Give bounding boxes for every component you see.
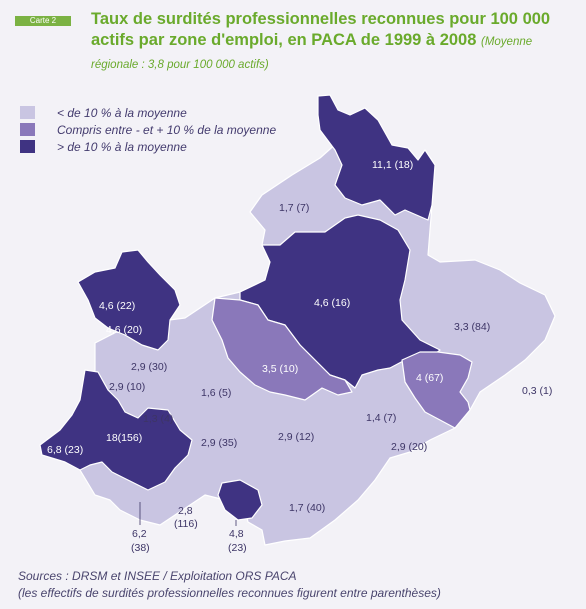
- zone-label-6-2: 6,2: [132, 528, 147, 540]
- zone-label-1-7-7: 1,7 (7): [279, 202, 309, 214]
- zone-label-2-9-30: 2,9 (30): [131, 361, 167, 373]
- zone-label-1-7-40: 1,7 (40): [289, 502, 325, 514]
- source-line-2: (les effectifs de surdités professionnel…: [18, 586, 441, 600]
- zone-dark-northwest: [77, 249, 181, 351]
- legend-swatch-high: [20, 140, 35, 153]
- legend-item-mid: Compris entre - et + 10 % de la moyenne: [20, 121, 276, 138]
- title-subtitle: (Moyenne régionale : 3,8 pour 100 000 ac…: [91, 36, 533, 71]
- zone-label-0-3: 0,3 (1): [522, 385, 552, 397]
- zone-label-4-6-22: 4,6 (22): [99, 300, 135, 312]
- zone-label-2-8: 2,8: [178, 505, 193, 517]
- zone-dark-south: [217, 479, 263, 521]
- zone-medium-west: [211, 297, 353, 401]
- map-title: Taux de surdités professionnelles reconn…: [91, 9, 561, 76]
- legend-label-mid: Compris entre - et + 10 % de la moyenne: [57, 122, 277, 137]
- zone-label-1-3: 1,3 (4): [143, 413, 173, 425]
- legend-label-low: < de 10 % à la moyenne: [57, 105, 187, 120]
- zone-label-23: (23): [228, 542, 247, 554]
- zone-label-2-9-35: 2,9 (35): [201, 437, 237, 449]
- zone-label-3-3: 3,3 (84): [454, 321, 490, 333]
- legend-label-high: > de 10 % à la moyenne: [57, 139, 187, 154]
- zone-medium-east: [401, 351, 473, 429]
- legend-item-low: < de 10 % à la moyenne: [20, 104, 276, 121]
- zone-label-116: (116): [174, 518, 198, 530]
- zone-labels: 11,1 (18) 1,7 (7) 4,6 (16) 4,6 (22) 4,6 …: [47, 159, 552, 554]
- zone-label-4-6-20: 4,6 (20): [106, 324, 142, 336]
- map-badge: Carte 2: [15, 16, 71, 26]
- zone-dark-southwest: [39, 369, 193, 491]
- legend-swatch-mid: [20, 123, 35, 136]
- source-note: Sources : DRSM et INSEE / Exploitation O…: [18, 568, 441, 602]
- legend: < de 10 % à la moyenne Compris entre - e…: [20, 104, 276, 155]
- zone-label-4-67: 4 (67): [416, 372, 443, 384]
- legend-swatch-low: [20, 106, 35, 119]
- legend-item-high: > de 10 % à la moyenne: [20, 138, 276, 155]
- zone-label-2-9-12: 2,9 (12): [278, 431, 314, 443]
- zone-label-18: 18(156): [106, 432, 142, 444]
- zone-label-38: (38): [131, 542, 150, 554]
- zone-label-2-9-10: 2,9 (10): [109, 381, 145, 393]
- zone-label-1-4: 1,4 (7): [366, 412, 396, 424]
- title-main: Taux de surdités professionnelles reconn…: [91, 10, 551, 49]
- zone-label-2-9-20: 2,9 (20): [391, 441, 427, 453]
- zone-label-1-6: 1,6 (5): [201, 387, 231, 399]
- zone-label-4-6-16: 4,6 (16): [314, 297, 350, 309]
- zone-label-4-8: 4,8: [229, 528, 244, 540]
- zone-label-11-1: 11,1 (18): [372, 159, 413, 171]
- zone-label-3-5: 3,5 (10): [262, 363, 298, 375]
- zone-label-6-8: 6,8 (23): [47, 444, 83, 456]
- source-line-1: Sources : DRSM et INSEE / Exploitation O…: [18, 569, 297, 583]
- zone-dark-north: [317, 94, 436, 221]
